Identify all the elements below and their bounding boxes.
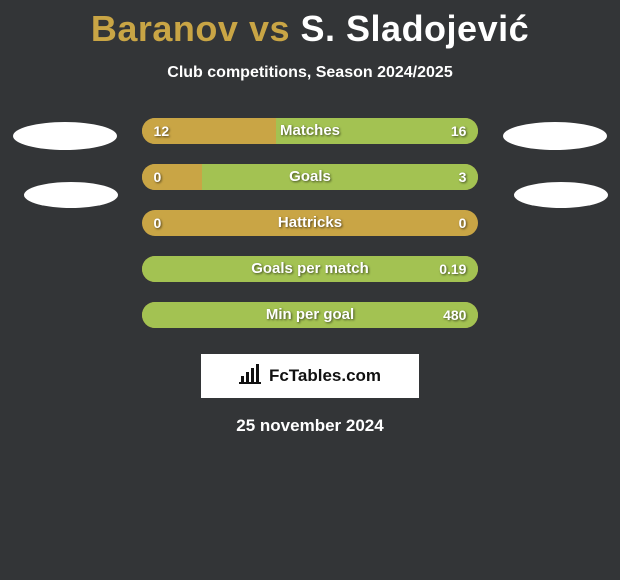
stat-value-player2: 0 bbox=[459, 210, 467, 236]
stat-value-player1: 0 bbox=[154, 164, 162, 190]
title-player1: Baranov bbox=[91, 8, 239, 49]
player1-ellipse bbox=[13, 122, 117, 150]
stat-value-player2: 0.19 bbox=[439, 256, 466, 282]
attribution-text: FcTables.com bbox=[269, 366, 381, 386]
chart-icon bbox=[239, 364, 263, 389]
title-vs: vs bbox=[249, 8, 290, 49]
stat-label: Min per goal bbox=[142, 302, 479, 328]
stat-value-player1: 12 bbox=[154, 118, 170, 144]
stat-label: Goals per match bbox=[142, 256, 479, 282]
stat-value-player2: 480 bbox=[443, 302, 466, 328]
stat-row: Matches12 16 bbox=[142, 118, 479, 144]
attribution-badge: FcTables.com bbox=[201, 354, 419, 398]
stat-value-player1: 0 bbox=[154, 210, 162, 236]
stat-label: Goals bbox=[142, 164, 479, 190]
page-title: Baranov vs S. Sladojević bbox=[0, 0, 620, 50]
player1-side-graphics bbox=[6, 118, 124, 208]
player2-ellipse-secondary bbox=[514, 182, 608, 208]
stat-row: Hattricks0 0 bbox=[142, 210, 479, 236]
subtitle: Club competitions, Season 2024/2025 bbox=[0, 64, 620, 82]
player1-ellipse-secondary bbox=[24, 182, 118, 208]
title-player2: S. Sladojević bbox=[301, 8, 530, 49]
player2-ellipse bbox=[503, 122, 607, 150]
stat-row: Goals per match0.19 bbox=[142, 256, 479, 282]
stat-row: Min per goal480 bbox=[142, 302, 479, 328]
stat-row: Goals0 3 bbox=[142, 164, 479, 190]
stat-label: Matches bbox=[142, 118, 479, 144]
stat-value-player2: 16 bbox=[451, 118, 467, 144]
stat-label: Hattricks bbox=[142, 210, 479, 236]
stat-bars: Matches1216Goals03Hattricks00Goals per m… bbox=[142, 118, 479, 328]
comparison-body: Matches1216Goals03Hattricks00Goals per m… bbox=[0, 118, 620, 328]
snapshot-date: 25 november 2024 bbox=[0, 416, 620, 436]
stat-value-player2: 3 bbox=[459, 164, 467, 190]
player2-side-graphics bbox=[496, 118, 614, 208]
